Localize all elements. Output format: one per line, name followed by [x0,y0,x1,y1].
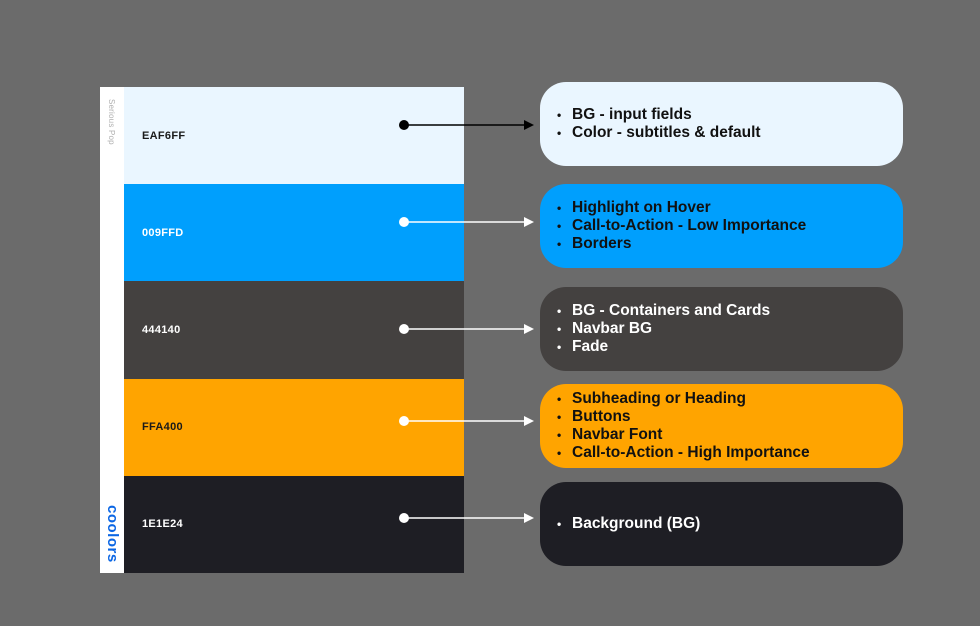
arrowhead-icon [524,324,534,334]
connector-arrow-2 [399,217,534,227]
arrowhead-icon [524,120,534,130]
connector-dot [399,217,409,227]
usage-list: BG - input fieldsColor - subtitles & def… [557,106,903,142]
usage-card-2: Highlight on HoverCall-to-Action - Low I… [540,184,903,268]
palette-side-strip: Serious Pop coolors [100,87,124,573]
connector-arrow-3 [399,324,534,334]
usage-list: Background (BG) [557,515,903,533]
usage-card-1: BG - input fieldsColor - subtitles & def… [540,82,903,166]
swatch-hex-label: 1E1E24 [142,518,183,531]
usage-item: Buttons [557,408,903,426]
usage-item: Navbar Font [557,426,903,444]
usage-item: BG - input fields [557,106,903,124]
usage-item: Subheading or Heading [557,390,903,408]
connector-arrow-4 [399,416,534,426]
usage-item: Color - subtitles & default [557,124,903,142]
swatch-hex-label: EAF6FF [142,129,186,142]
usage-card-4: Subheading or HeadingButtonsNavbar FontC… [540,384,903,468]
color-palette: Serious Pop coolors EAF6FF 009FFD 444140 FF… [100,87,464,573]
swatch-hex-label: 009FFD [142,226,184,239]
swatch-hex-label: FFA400 [142,421,183,434]
usage-list: BG - Containers and CardsNavbar BGFade [557,302,903,356]
usage-card-3: BG - Containers and CardsNavbar BGFade [540,287,903,371]
usage-card-5: Background (BG) [540,482,903,566]
swatch-hex-label: 444140 [142,323,181,336]
usage-list: Highlight on HoverCall-to-Action - Low I… [557,199,903,253]
usage-item: Background (BG) [557,515,903,533]
connector-dot [399,120,409,130]
arrowhead-icon [524,217,534,227]
connector-dot [399,324,409,334]
coolors-logo: coolors [104,505,121,563]
swatch-1e1e24: 1E1E24 [124,475,464,573]
usage-item: Borders [557,235,903,253]
connector-dot [399,513,409,523]
swatch-ffa400: FFA400 [124,378,464,476]
connector-arrow-5 [399,513,534,523]
connector-arrow-1 [399,120,534,130]
swatch-eaf6ff: EAF6FF [124,87,464,185]
swatch-009ffd: 009FFD [124,184,464,282]
palette-name: Serious Pop [107,99,116,145]
usage-item: Fade [557,338,903,356]
usage-list: Subheading or HeadingButtonsNavbar FontC… [557,390,903,462]
usage-item: Navbar BG [557,320,903,338]
usage-item: BG - Containers and Cards [557,302,903,320]
usage-item: Highlight on Hover [557,199,903,217]
usage-item: Call-to-Action - Low Importance [557,217,903,235]
usage-item: Call-to-Action - High Importance [557,444,903,462]
arrowhead-icon [524,416,534,426]
connector-dot [399,416,409,426]
arrowhead-icon [524,513,534,523]
